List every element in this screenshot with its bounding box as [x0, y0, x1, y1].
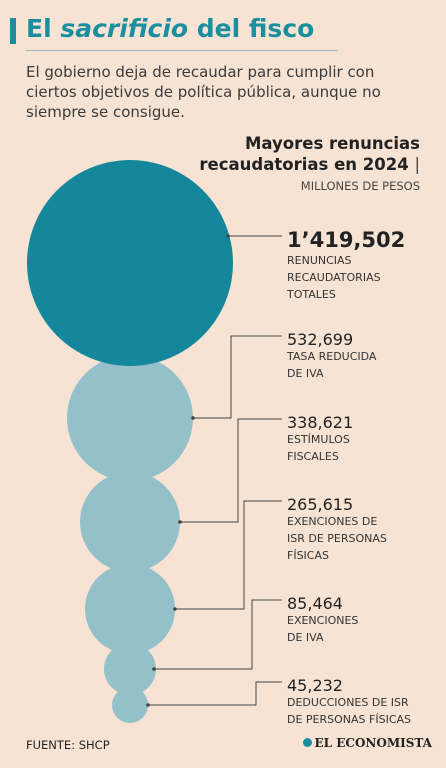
leader-line-1 — [193, 335, 282, 419]
bubble-5 — [112, 687, 148, 723]
category-label-5-1: DE PERSONAS FÍSICAS — [287, 713, 411, 726]
category-label-2-0: ESTÍMULOS — [287, 433, 350, 446]
leader-line-3 — [175, 500, 282, 610]
title-emphasis: sacrificio — [60, 14, 189, 43]
leader-dot-1 — [191, 416, 195, 420]
leader-dot-4 — [152, 667, 156, 671]
leader-dot-3 — [173, 607, 177, 611]
category-label-0-2: TOTALES — [286, 288, 336, 301]
value-label-2: 338,621 — [287, 413, 353, 432]
subtitle: El gobierno deja de recaudar para cumpli… — [26, 63, 381, 121]
value-label-5: 45,232 — [287, 676, 343, 695]
leader-line-5 — [148, 681, 282, 706]
title-accent-bar — [10, 18, 16, 44]
value-label-0: 1’419,502 — [287, 228, 405, 252]
bubble-1 — [67, 355, 193, 481]
value-label-4: 85,464 — [287, 594, 343, 613]
category-label-2-1: FISCALES — [287, 450, 339, 463]
brand-name: EL ECONOMISTA — [314, 736, 432, 750]
category-label-3-2: FÍSICAS — [287, 549, 329, 562]
category-label-4-1: DE IVA — [287, 631, 324, 644]
category-label-1-0: TASA REDUCIDA — [286, 350, 377, 363]
category-label-3-1: ISR DE PERSONAS — [287, 532, 387, 545]
value-label-1: 532,699 — [287, 330, 353, 349]
chart-title-line-2: recaudatorias en 2024 — [199, 155, 409, 174]
category-label-4-0: EXENCIONES — [287, 614, 358, 627]
title-divider — [26, 50, 338, 51]
leader-line-4 — [154, 599, 282, 670]
chart-title: Mayores renuncias recaudatorias en 2024 … — [199, 133, 420, 175]
chart-title-separator: | — [414, 155, 420, 174]
page-title: El sacrificio del fisco — [26, 14, 315, 43]
chart-title-line-1: Mayores renuncias — [245, 134, 420, 153]
economista-logo-icon — [302, 738, 312, 747]
bubble-0 — [27, 160, 233, 366]
bubble-2 — [80, 472, 180, 572]
brand: EL ECONOMISTA — [302, 736, 432, 750]
category-label-1-1: DE IVA — [287, 367, 324, 380]
category-label-0-0: RENUNCIAS — [287, 254, 352, 267]
category-label-0-1: RECAUDATORIAS — [287, 271, 381, 284]
category-label-5-0: DEDUCCIONES DE ISR — [287, 696, 409, 709]
bubble-3 — [85, 564, 175, 654]
chart-units: MILLONES DE PESOS — [300, 179, 420, 193]
category-label-3-0: EXENCIONES DE — [287, 515, 377, 528]
leader-dot-2 — [178, 520, 182, 524]
leader-line-2 — [180, 418, 282, 523]
value-label-3: 265,615 — [287, 495, 353, 514]
bubble-4 — [104, 643, 156, 695]
source-note: FUENTE: SHCP — [26, 738, 110, 752]
leader-dot-5 — [146, 703, 150, 707]
leader-dot-0 — [226, 234, 230, 238]
